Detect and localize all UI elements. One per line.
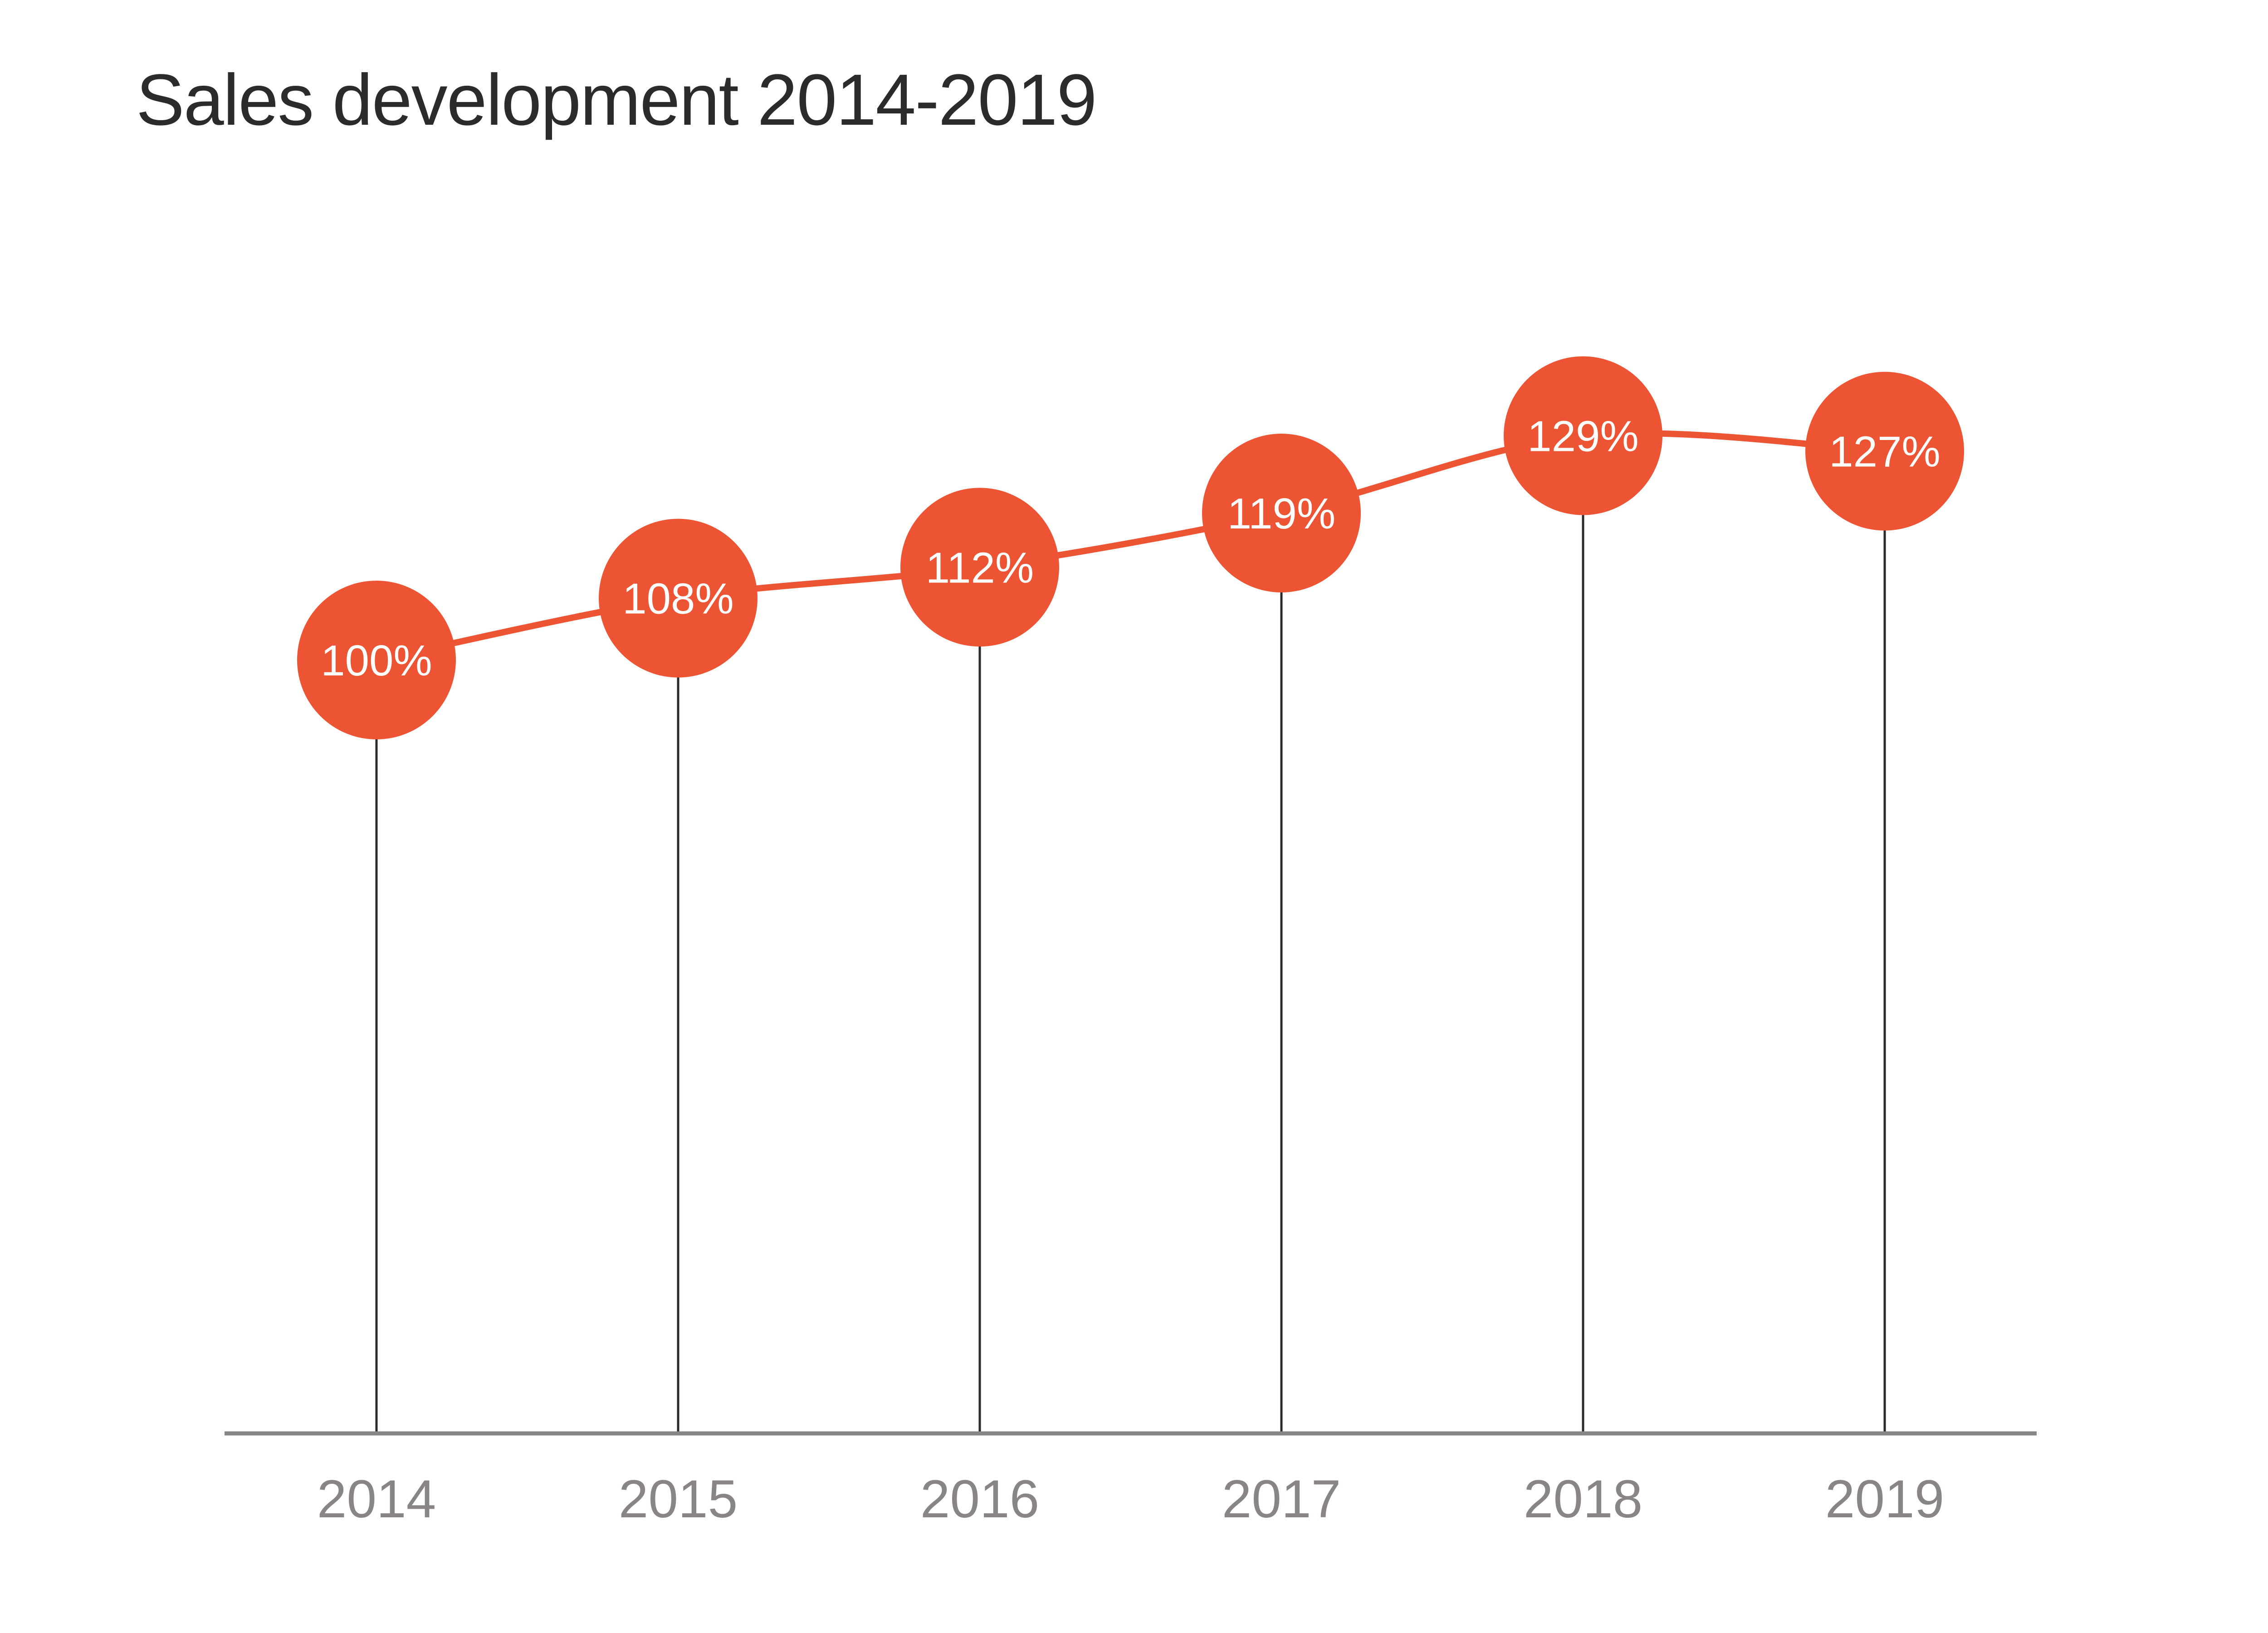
x-axis-tick-labels: 2014 2015 2016 2017 2018 2019	[317, 1469, 1945, 1529]
x-tick-label-2019: 2019	[1825, 1469, 1945, 1529]
x-tick-label-2014: 2014	[317, 1469, 436, 1529]
x-tick-label-2015: 2015	[619, 1469, 738, 1529]
data-point-2019	[1805, 372, 1964, 531]
chart-title: Sales development 2014-2019	[136, 59, 1097, 140]
x-tick-label-2017: 2017	[1222, 1469, 1341, 1529]
data-point-2014	[297, 581, 456, 739]
x-tick-label-2018: 2018	[1524, 1469, 1643, 1529]
x-tick-label-2016: 2016	[920, 1469, 1040, 1529]
data-label-2019: 127%	[1829, 428, 1941, 476]
data-label-2017: 119%	[1227, 489, 1335, 538]
stem-lines	[375, 435, 1886, 1433]
data-points: 100% 108% 112% 119% 129% 127%	[297, 356, 1964, 739]
data-label-2016: 112%	[926, 543, 1034, 592]
data-point-2017	[1202, 434, 1361, 593]
series-line	[373, 430, 1888, 663]
data-point-2016	[900, 488, 1059, 647]
data-label-2018: 129%	[1527, 412, 1639, 461]
data-label-2015: 108%	[622, 575, 734, 623]
data-label-2014: 100%	[321, 636, 432, 685]
data-point-2015	[599, 518, 758, 678]
data-point-2018	[1504, 356, 1662, 515]
